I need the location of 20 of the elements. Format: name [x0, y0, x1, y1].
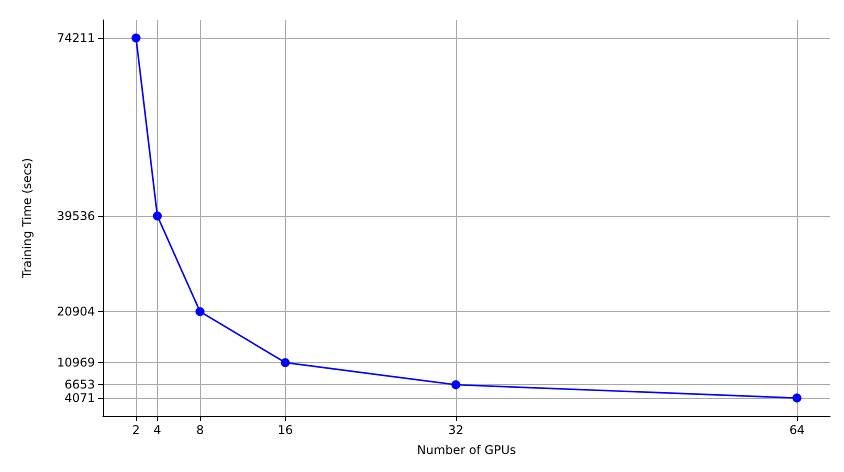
point	[451, 380, 460, 390]
y-tick-label: 6653	[64, 378, 95, 392]
y-tick-label: 4071	[64, 391, 95, 405]
point	[792, 394, 802, 402]
y-tick-label: 74211	[56, 31, 95, 45]
y-tick-label: 39536	[56, 208, 95, 223]
y-tick-label: 20904	[56, 304, 95, 319]
point	[280, 358, 290, 368]
x-tick-label: 8	[196, 423, 204, 437]
x-tick-label: 64	[789, 423, 805, 437]
y-axis-title: Training Time (secs)	[20, 158, 34, 280]
x-tick-label: 32	[448, 423, 464, 437]
x-tick-label: 4	[154, 423, 162, 437]
x-tick-label: 16	[278, 423, 293, 437]
point	[196, 307, 205, 316]
point	[152, 211, 162, 220]
y-tick-label: 10969	[56, 356, 95, 370]
x-tick-label: 2	[132, 423, 140, 437]
x-axis-title: Number of GPUs	[417, 443, 516, 457]
point	[132, 34, 141, 42]
